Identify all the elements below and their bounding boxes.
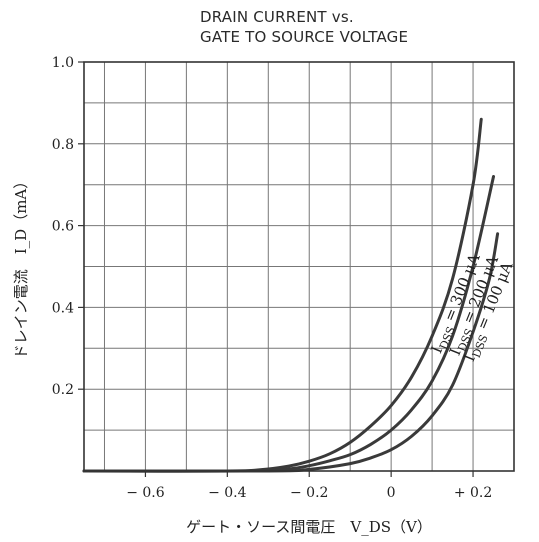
curve-idss-300 [82, 117, 483, 473]
y-tick-label: 0.2 [52, 382, 74, 398]
x-tick-label: − 0.6 [126, 485, 165, 501]
curves [82, 117, 500, 473]
x-tick-label: − 0.2 [290, 485, 328, 501]
y-tick-labels: 0.2 0.4 0.6 0.8 1.0 [52, 55, 74, 398]
chart-title-line-1: DRAIN CURRENT vs. [200, 8, 354, 26]
y-tick-label: 1.0 [52, 55, 74, 71]
x-tick-label: 0 [387, 485, 396, 501]
x-tick-label: + 0.2 [454, 485, 492, 501]
chart-title: DRAIN CURRENT vs. GATE TO SOURCE VOLTAGE [200, 8, 408, 46]
y-tick-label: 0.4 [52, 300, 74, 316]
x-axis-label: ゲート・ソース間電圧 V_DS（V） [186, 518, 432, 536]
plot-frame [83, 61, 515, 472]
y-tick-label: 0.6 [52, 219, 74, 235]
y-axis-label: ドレイン電流 I_D（mA） [12, 174, 30, 360]
x-tick-label: − 0.4 [208, 485, 247, 501]
grid [84, 62, 514, 471]
x-tick-labels: − 0.6 − 0.4 − 0.2 0 + 0.2 [126, 485, 492, 501]
axis-ticks [78, 61, 474, 477]
y-tick-label: 0.8 [52, 137, 74, 153]
chart-title-line-2: GATE TO SOURCE VOLTAGE [200, 28, 408, 46]
